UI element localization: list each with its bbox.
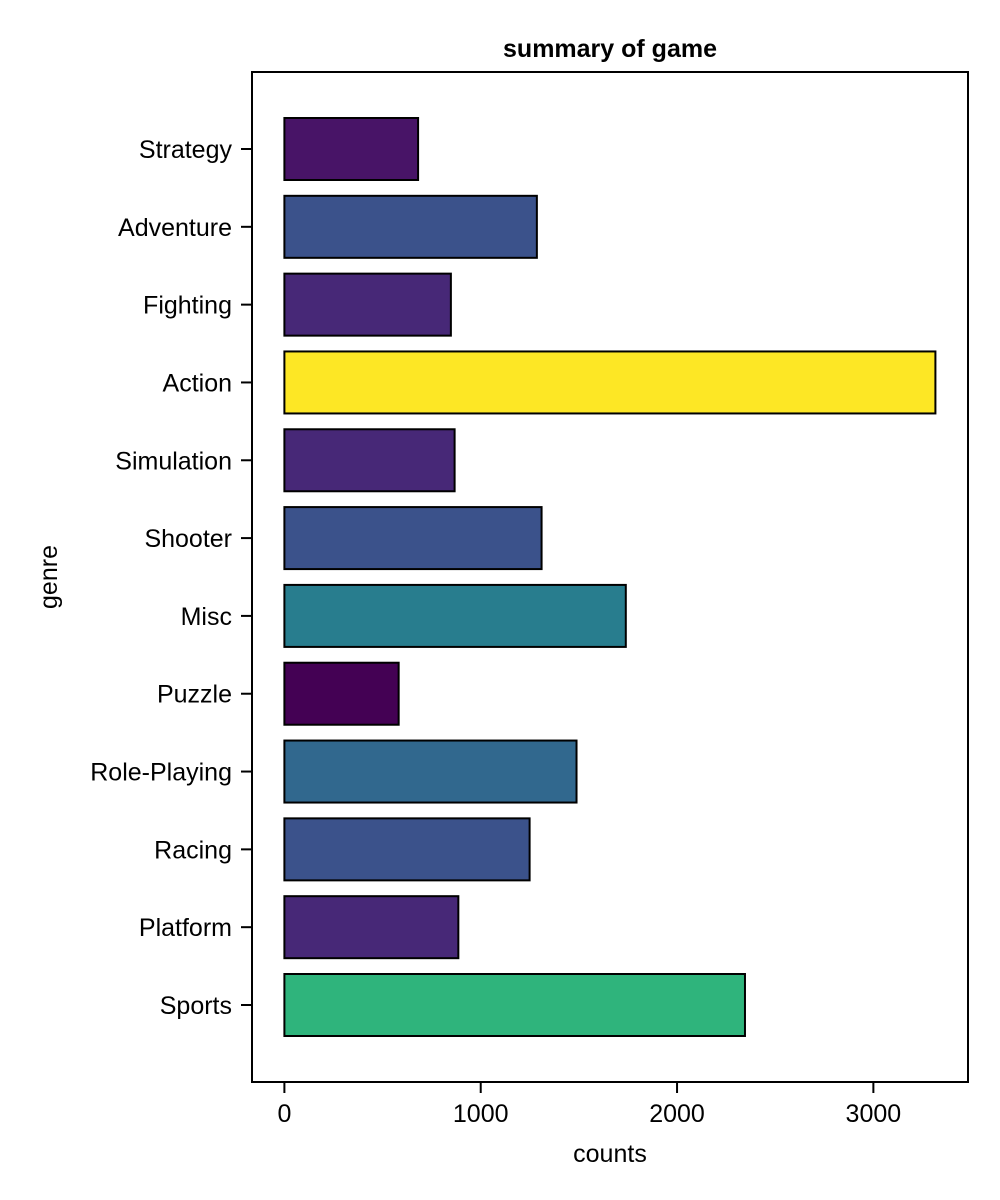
y-tick-label-adventure: Adventure xyxy=(118,214,232,242)
bars-group xyxy=(283,117,937,1037)
y-tick-label-fighting: Fighting xyxy=(143,292,232,320)
bar-misc xyxy=(283,583,627,648)
bar-simulation xyxy=(283,428,456,493)
bar-adventure xyxy=(283,194,538,259)
y-tick-label-simulation: Simulation xyxy=(115,447,232,475)
y-axis: Sports Platform Racing Role-Playing Puzzle Mi… xyxy=(90,136,252,1020)
x-axis: 0 1000 2000 3000 xyxy=(277,1082,901,1128)
x-tick-label-3000: 3000 xyxy=(846,1100,902,1128)
chart-title: summary of game xyxy=(503,35,717,63)
y-tick-label-misc: Misc xyxy=(181,603,232,631)
x-tick-label-2000: 2000 xyxy=(649,1100,705,1128)
bar-strategy xyxy=(283,117,420,181)
bar-puzzle xyxy=(283,661,400,726)
y-axis-label: genre xyxy=(35,545,63,609)
x-axis-label: counts xyxy=(573,1140,647,1168)
bar-platform xyxy=(283,895,460,960)
y-tick-label-platform: Platform xyxy=(139,914,232,942)
bar-fighting xyxy=(283,272,452,337)
bar-action xyxy=(283,350,937,415)
y-tick-label-racing: Racing xyxy=(154,836,232,864)
x-tick-label-0: 0 xyxy=(277,1100,291,1128)
y-tick-label-role-playing: Role-Playing xyxy=(90,759,232,787)
bar-racing xyxy=(283,817,531,882)
y-tick-label-sports: Sports xyxy=(160,992,232,1020)
y-tick-label-strategy: Strategy xyxy=(139,136,233,164)
y-tick-label-action: Action xyxy=(163,369,232,397)
y-tick-label-puzzle: Puzzle xyxy=(157,681,232,709)
bar-shooter xyxy=(283,506,543,571)
bar-role-playing xyxy=(283,739,578,804)
x-tick-label-1000: 1000 xyxy=(453,1100,509,1128)
plot-frame xyxy=(251,71,969,1083)
y-tick-label-shooter: Shooter xyxy=(144,525,232,553)
bar-sports xyxy=(283,973,746,1037)
